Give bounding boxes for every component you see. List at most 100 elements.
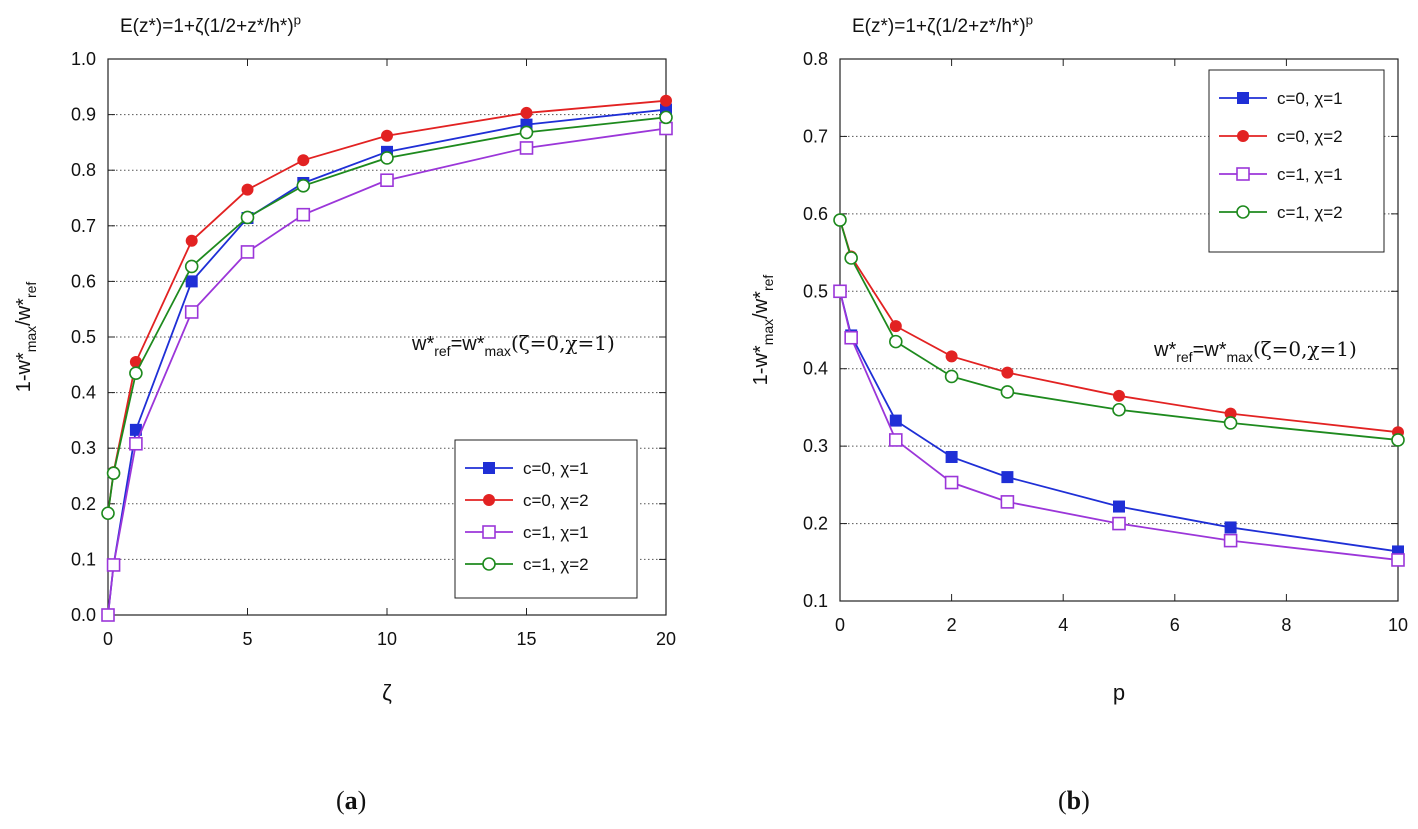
x-tick-label: 4 xyxy=(1058,615,1068,635)
data-point xyxy=(1001,471,1014,484)
y-tick-label: 0.9 xyxy=(71,105,96,125)
caption-a: (a) xyxy=(336,786,367,815)
series-3 xyxy=(101,110,673,521)
data-point xyxy=(660,94,672,107)
legend-label: c=0, χ=2 xyxy=(1277,127,1343,146)
data-point xyxy=(185,234,198,247)
x-tick-label: 20 xyxy=(656,629,676,649)
series-line xyxy=(839,291,1399,561)
data-point xyxy=(381,129,393,142)
data-point xyxy=(944,369,959,384)
y-tick-label: 0.6 xyxy=(71,271,96,291)
y-tick-label: 1.0 xyxy=(71,49,96,69)
caption-b-letter: b xyxy=(1066,786,1082,815)
data-point xyxy=(520,106,533,119)
x-tick-label: 10 xyxy=(377,629,397,649)
y-tick-label: 0.1 xyxy=(71,549,96,569)
legend-label: c=0, χ=1 xyxy=(523,459,589,478)
y-tick-label: 0.5 xyxy=(803,281,828,301)
legend-label: c=1, χ=2 xyxy=(1277,203,1343,222)
data-point xyxy=(1223,416,1238,430)
legend-marker xyxy=(482,525,496,539)
data-point xyxy=(129,366,143,380)
series-line xyxy=(839,219,1399,441)
y-tick-label: 0.7 xyxy=(803,126,828,146)
data-point xyxy=(1112,402,1126,417)
chart-a: E(z*)=1+ζ(1/2+z*/h*)p 0.0 0.1 0.2 0.3 0.4 0.5 0… xyxy=(13,12,676,705)
y-tick-label: 0.8 xyxy=(803,49,828,69)
x-tick-label: 15 xyxy=(516,629,536,649)
legend-marker xyxy=(483,462,495,474)
x-tick-label: 6 xyxy=(1170,615,1180,635)
annotation: w*ref=w*max(ζ=0,χ=1) xyxy=(411,331,615,359)
data-point xyxy=(1001,366,1014,379)
legend-marker xyxy=(1236,205,1250,219)
data-point xyxy=(101,608,115,622)
y-tick-label: 0.7 xyxy=(71,216,96,236)
data-point xyxy=(945,350,958,363)
annotation: w*ref=w*max(ζ=0,χ=1) xyxy=(1153,337,1357,365)
data-point xyxy=(889,414,902,427)
data-point xyxy=(659,110,673,125)
data-point xyxy=(106,558,121,572)
chart-b: E(z*)=1+ζ(1/2+z*/h*)p 0.1 0.2 0.3 0.4 0.5 0.6 0… xyxy=(750,12,1408,705)
y-tick-label: 0.1 xyxy=(803,591,828,611)
data-point xyxy=(1224,407,1237,420)
data-point xyxy=(888,433,903,447)
x-tick-label: 0 xyxy=(103,629,113,649)
data-point xyxy=(380,151,394,165)
x-tick-label: 10 xyxy=(1388,615,1408,635)
series-1 xyxy=(102,94,672,520)
series-3 xyxy=(833,213,1405,447)
x-tick-label: 0 xyxy=(835,615,845,635)
data-point xyxy=(296,178,311,193)
data-point xyxy=(106,466,121,481)
data-point xyxy=(1112,516,1126,531)
data-point xyxy=(1391,433,1405,447)
data-point xyxy=(1000,495,1015,509)
x-axis-label: p xyxy=(1113,680,1125,705)
series-0 xyxy=(834,285,1404,558)
data-point xyxy=(241,183,254,196)
plot-frame xyxy=(107,58,667,616)
data-point xyxy=(888,334,903,349)
chart-title: E(z*)=1+ζ(1/2+z*/h*)p xyxy=(120,12,301,37)
data-point xyxy=(184,259,199,274)
data-point xyxy=(833,213,847,227)
legend-marker xyxy=(483,494,495,506)
data-point xyxy=(101,506,115,521)
y-axis-label: 1-w*max/w*ref xyxy=(13,282,39,393)
y-tick-label: 0.2 xyxy=(71,494,96,514)
data-point xyxy=(185,275,198,288)
data-point xyxy=(659,121,673,136)
caption-a-letter: a xyxy=(344,786,358,815)
x-tick-label: 2 xyxy=(947,615,957,635)
y-tick-label: 0.0 xyxy=(71,605,96,625)
caption-b: (b) xyxy=(1058,786,1090,815)
data-point xyxy=(889,320,902,333)
legend-label: c=1, χ=2 xyxy=(523,555,589,574)
data-point xyxy=(519,141,534,155)
series-line xyxy=(839,291,1399,553)
y-tick-label: 0.3 xyxy=(803,436,828,456)
data-point xyxy=(1113,500,1125,513)
data-point xyxy=(1223,533,1238,548)
legend-label: c=0, χ=1 xyxy=(1277,89,1343,108)
plot-frame xyxy=(839,58,1399,602)
data-point xyxy=(296,207,311,222)
y-tick-label: 0.3 xyxy=(71,438,96,458)
legend-label: c=1, χ=1 xyxy=(1277,165,1343,184)
legend-marker xyxy=(1237,130,1249,142)
x-axis-label: ζ xyxy=(382,680,392,705)
legend-marker xyxy=(1237,92,1249,104)
x-tick-label: 5 xyxy=(242,629,252,649)
y-tick-label: 0.6 xyxy=(803,204,828,224)
legend-label: c=0, χ=2 xyxy=(523,491,589,510)
data-point xyxy=(240,245,255,259)
data-point xyxy=(844,330,858,345)
y-tick-label: 0.2 xyxy=(803,514,828,534)
data-point xyxy=(129,436,143,451)
data-point xyxy=(944,475,959,490)
data-point xyxy=(945,450,958,463)
